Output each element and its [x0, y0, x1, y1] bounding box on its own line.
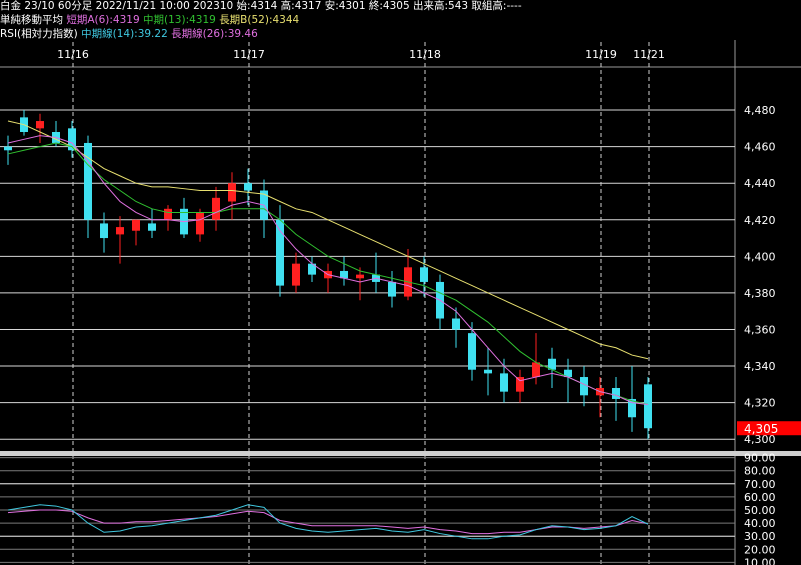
candle-body — [116, 227, 124, 235]
candle-body — [628, 398, 636, 418]
rsi-tick-label: 10.00 — [744, 556, 776, 565]
high-label: 高:4317 — [280, 0, 322, 12]
rsi-tick-label: 30.00 — [744, 530, 776, 543]
ma-legend: 単純移動平均 短期A(6):4319 中期(13):4319 長期B(52):4… — [0, 14, 299, 28]
candle-body — [548, 358, 556, 370]
rsi-long-legend: 長期線(26):39.46 — [171, 28, 258, 40]
ma-short-line — [7, 135, 649, 405]
candle-body — [4, 146, 12, 151]
candle-body — [340, 270, 348, 279]
ma-short-legend: 短期A(6):4319 — [66, 14, 140, 26]
candle-body — [100, 223, 108, 239]
ma-long-line — [7, 120, 649, 360]
rsi-legend: RSI(相対力指数) 中期線(14):39.22 長期線(26):39.46 — [0, 28, 258, 42]
candle-body — [132, 219, 140, 231]
symbol-label: 白金 23/10 60分足 — [0, 0, 93, 12]
candle-body — [228, 183, 236, 202]
current-price-label: 4,305 — [744, 422, 778, 436]
rsi-tick-label: 80.00 — [744, 465, 776, 478]
current-price-box — [737, 421, 801, 436]
candle-body — [420, 267, 428, 282]
rsi-mid-legend: 中期線(14):39.22 — [81, 28, 168, 40]
volume-label: 出来高:543 — [412, 0, 469, 12]
candle-body — [580, 377, 588, 396]
low-label: 安:4301 — [324, 0, 366, 12]
candle-body — [308, 263, 316, 275]
contract-label: 202310 — [193, 0, 234, 12]
rsi-tick-label: 40.00 — [744, 517, 776, 530]
price-tick-label: 4,420 — [744, 214, 776, 227]
price-tick-label: 4,380 — [744, 287, 776, 300]
price-tick-label: 4,340 — [744, 360, 776, 373]
candle-body — [468, 333, 476, 370]
candle-body — [500, 373, 508, 392]
rsi-tick-label: 70.00 — [744, 478, 776, 491]
rsi-tick-label: 20.00 — [744, 543, 776, 556]
candle-body — [356, 274, 364, 279]
panel-separator — [0, 451, 801, 456]
price-tick-label: 4,300 — [744, 433, 776, 446]
close-label: 終:4305 — [368, 0, 410, 12]
rsi-tick-label: 90.00 — [744, 452, 776, 465]
date-tick-label: 11/17 — [233, 48, 265, 61]
price-tick-label: 4,480 — [744, 104, 776, 117]
candle-body — [452, 318, 460, 330]
price-tick-label: 4,360 — [744, 323, 776, 336]
candle-body — [564, 369, 572, 378]
date-tick-label: 11/16 — [57, 48, 89, 61]
candle-body — [244, 183, 252, 191]
rsi-mid-line — [7, 504, 649, 540]
chart-header: 白金 23/10 60分足 2022/11/21 10:00 202310 始:… — [0, 0, 522, 14]
candle-body — [164, 208, 172, 220]
candle-body — [532, 362, 540, 378]
open-label: 始:4314 — [236, 0, 278, 12]
ma-long-legend: 長期B(52):4344 — [219, 14, 300, 26]
ma-legend-title: 単純移動平均 — [0, 14, 63, 26]
date-tick-label: 11/18 — [409, 48, 441, 61]
rsi-long-line — [7, 509, 649, 535]
candle-body — [388, 281, 396, 297]
rsi-tick-label: 50.00 — [744, 504, 776, 517]
candle-body — [292, 263, 300, 286]
candle-body — [212, 197, 220, 220]
ma-mid-legend: 中期(13):4319 — [143, 14, 216, 26]
rsi-tick-label: 60.00 — [744, 491, 776, 504]
candle-body — [68, 128, 76, 151]
candle-body — [484, 369, 492, 374]
price-tick-label: 4,320 — [744, 397, 776, 410]
date-tick-label: 11/19 — [585, 48, 617, 61]
price-tick-label: 4,400 — [744, 250, 776, 263]
price-tick-label: 4,460 — [744, 141, 776, 154]
candle-body — [516, 377, 524, 392]
rsi-legend-title: RSI(相対力指数) — [0, 28, 78, 40]
date-tick-label: 11/21 — [633, 48, 665, 61]
candle-body — [36, 121, 44, 129]
turnover-label: 取組高:---- — [471, 0, 522, 12]
price-tick-label: 4,440 — [744, 177, 776, 190]
datetime-label: 2022/11/21 10:00 — [95, 0, 190, 12]
candle-body — [612, 388, 620, 399]
candle-body — [148, 223, 156, 231]
candle-body — [196, 212, 204, 235]
candle-body — [276, 219, 284, 286]
candle-body — [644, 384, 652, 429]
ma-mid-line — [7, 142, 649, 405]
candle-body — [84, 142, 92, 220]
